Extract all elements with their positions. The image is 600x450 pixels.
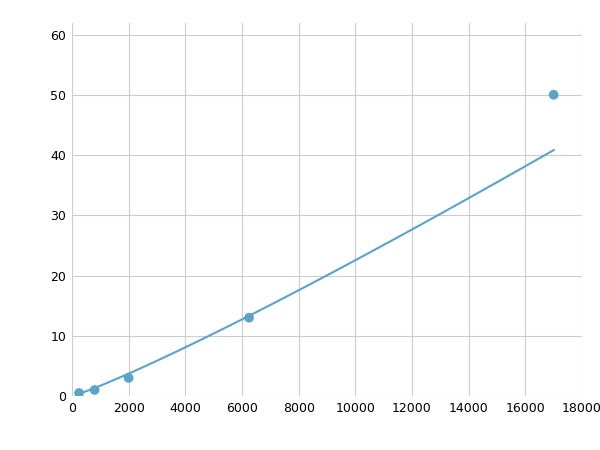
- Point: [74, 389, 84, 396]
- Point: [549, 91, 559, 99]
- Point: [244, 314, 254, 321]
- Point: [90, 387, 100, 394]
- Point: [124, 374, 133, 382]
